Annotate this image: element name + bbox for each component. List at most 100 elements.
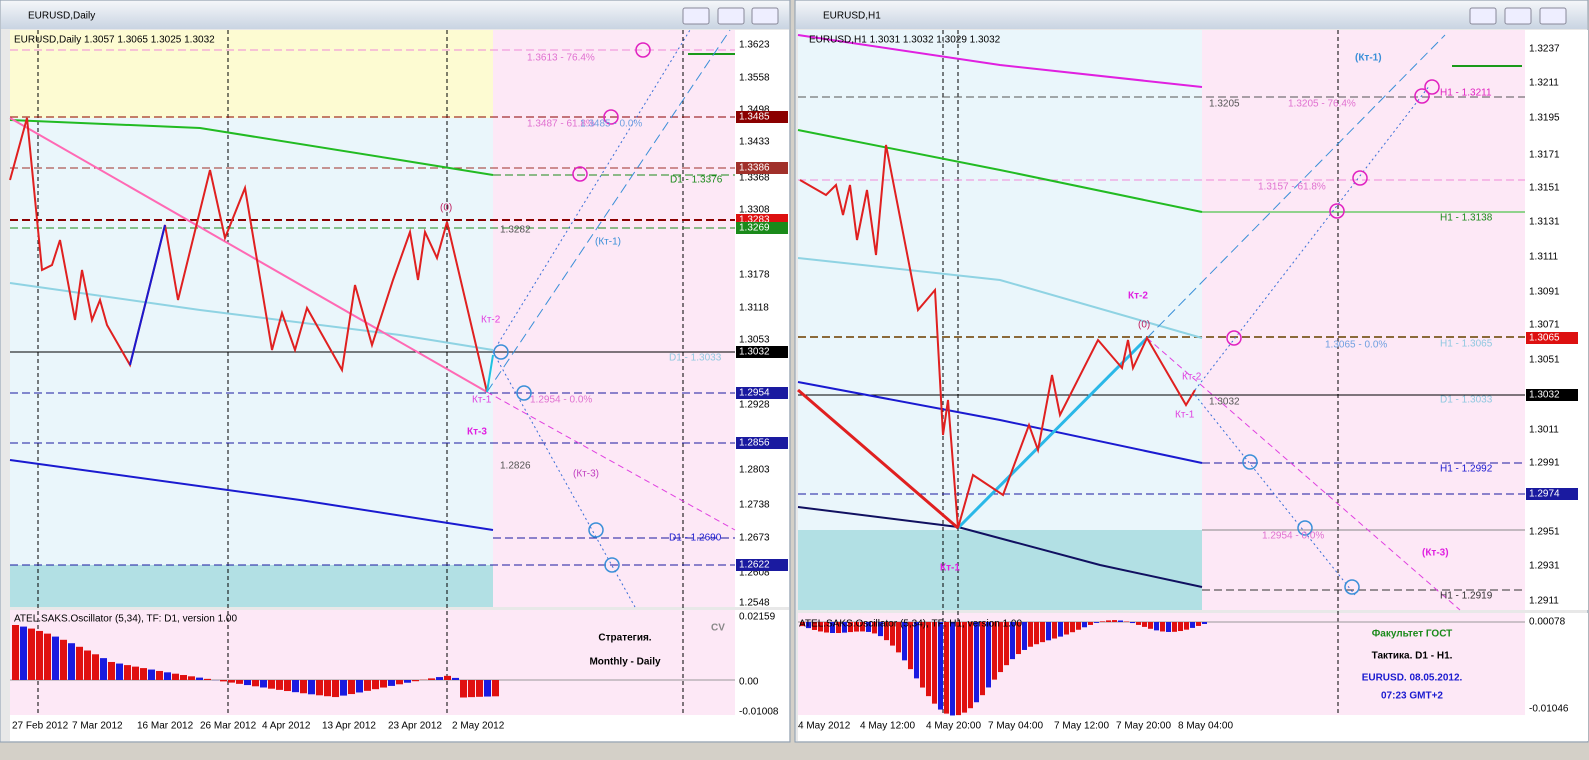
price-label: 1.3032 (1529, 390, 1560, 401)
date-label: 26 Mar 2012 (200, 721, 257, 732)
osc-bar (1022, 622, 1027, 650)
osc-bar (260, 680, 267, 688)
date-label: 4 May 2012 (798, 721, 851, 732)
date-label: 13 Apr 2012 (322, 721, 376, 732)
price-label: 1.3195 (1529, 113, 1560, 124)
price-label: 1.2856 (739, 438, 770, 449)
osc-bar (444, 676, 451, 680)
osc-bar (1190, 622, 1195, 628)
price-label: 1.3269 (739, 223, 770, 234)
price-label: 1.3623 (739, 40, 770, 51)
annotation: (Кт-3) (573, 469, 599, 480)
price-label: 1.2803 (739, 465, 770, 476)
date-label: 4 May 12:00 (860, 721, 915, 732)
annotation: D1 - 1.2690 (669, 533, 722, 544)
title-bar (1, 1, 789, 29)
osc-bar (452, 678, 459, 680)
date-label: 27 Feb 2012 (12, 721, 69, 732)
osc-bar (1052, 622, 1057, 639)
osc-bar (220, 680, 227, 681)
price-label: 1.2738 (739, 500, 770, 511)
osc-bar (60, 640, 67, 680)
osc-bar (1160, 622, 1165, 631)
annotation: 1.3065 - 0.0% (1325, 340, 1387, 351)
symbol-info: EURUSD,Daily 1.3057 1.3065 1.3025 1.3032 (14, 35, 215, 46)
annotation: H1 - 1.2919 (1440, 591, 1493, 602)
osc-bar (428, 678, 435, 680)
osc-axis (1525, 613, 1588, 715)
osc-bar (92, 654, 99, 680)
osc-bar (316, 680, 323, 695)
osc-bar (1142, 622, 1147, 627)
price-label: 1.3118 (739, 303, 769, 314)
annotation: 1.2954 - 0.0% (530, 395, 592, 406)
note: CV (711, 623, 725, 634)
date-label: 7 May 12:00 (1054, 721, 1109, 732)
price-label: 1.2991 (1529, 458, 1560, 469)
osc-bar (116, 664, 123, 680)
price-label: 1.3131 (1529, 217, 1560, 228)
osc-bar (140, 668, 147, 680)
osc-bar (180, 675, 187, 680)
date-label: 7 Mar 2012 (72, 721, 123, 732)
annotation: D1 - 1.3033 (669, 353, 722, 364)
osc-bar (1046, 622, 1051, 640)
indicator-label: ATEL.SAKS.Oscillator (5,34), TF: D1, ver… (14, 614, 237, 625)
annotation: 1.2826 (500, 461, 531, 472)
osc-bar (372, 680, 379, 689)
osc-bar (148, 670, 155, 680)
window-title: EURUSD,Daily (28, 11, 95, 22)
price-label: 1.3032 (739, 347, 770, 358)
osc-bar (1136, 622, 1141, 625)
osc-bar (396, 680, 403, 684)
osc-bar (156, 671, 163, 680)
window-title: EURUSD,H1 (823, 11, 881, 22)
price-label: 1.2548 (739, 598, 770, 609)
osc-bar (1178, 622, 1183, 631)
osc-bar (468, 680, 475, 697)
price-label: 1.2954 (739, 388, 770, 399)
osc-bar (108, 662, 115, 680)
osc-bar (100, 658, 107, 680)
annotation: Кт-2 (1128, 291, 1148, 302)
osc-bar (380, 680, 387, 688)
osc-bar (412, 680, 419, 681)
note: Тактика. D1 - H1. (1372, 651, 1453, 662)
osc-bar (1076, 622, 1081, 630)
osc-bar (1088, 622, 1093, 625)
annotation: D1 - 1.3376 (670, 175, 723, 186)
osc-bar (1166, 622, 1171, 632)
osc-bar (1196, 622, 1201, 626)
date-label: 7 May 04:00 (988, 721, 1043, 732)
date-label: 16 Mar 2012 (137, 721, 194, 732)
osc-bar (228, 680, 235, 683)
osc-bar (44, 634, 51, 680)
window-buttons (683, 8, 778, 24)
zone (1202, 30, 1525, 610)
symbol-info: EURUSD,H1 1.3031 1.3032 1.3029 1.3032 (809, 35, 1001, 46)
osc-bar (1154, 622, 1159, 630)
osc-bar (164, 672, 171, 680)
osc-bar (968, 622, 973, 708)
osc-bar (1130, 622, 1135, 623)
date-label: 7 May 20:00 (1116, 721, 1171, 732)
osc-bar (1106, 620, 1111, 622)
annotation: (0) (1138, 320, 1150, 331)
annotation: (Кт-3) (1422, 548, 1449, 559)
price-label: 1.3237 (1529, 44, 1560, 55)
osc-axis (735, 610, 789, 715)
osc-bar (992, 622, 997, 680)
osc-bar (944, 622, 949, 714)
note: EURUSD. 08.05.2012. (1362, 673, 1463, 684)
osc-bar (1112, 620, 1117, 622)
price-label: 1.2951 (1529, 527, 1560, 538)
osc-bar (1100, 621, 1105, 622)
osc-bar (196, 678, 203, 680)
price-label: 1.3558 (739, 73, 770, 84)
osc-bar (1034, 622, 1039, 644)
osc-bar (76, 647, 83, 680)
osc-bar (986, 622, 991, 687)
annotation: Кт-1 (472, 395, 492, 406)
annotation: 1.3613 - 76.4% (527, 53, 595, 64)
